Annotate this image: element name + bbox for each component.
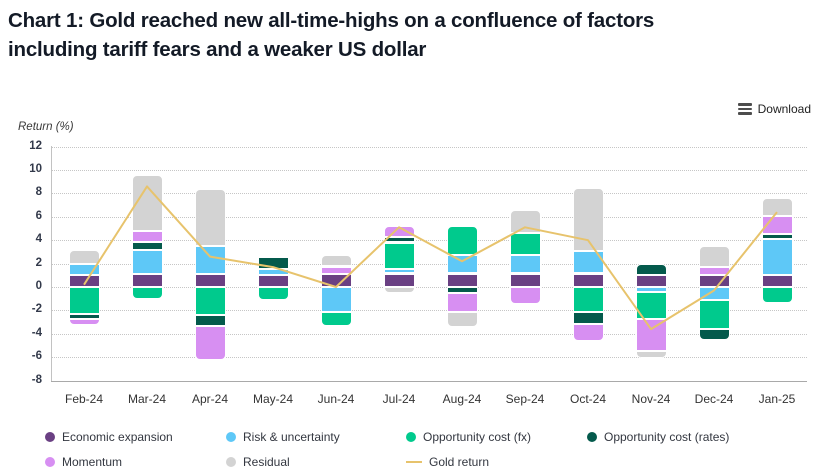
x-tick-label: Jun-24 xyxy=(317,392,355,406)
grid-line xyxy=(51,146,807,148)
legend-color-dot-icon xyxy=(226,432,236,442)
x-tick-label: Jul-24 xyxy=(382,392,416,406)
x-tick-label: Feb-24 xyxy=(64,392,104,406)
y-tick-label: 4 xyxy=(35,233,42,246)
legend-item[interactable]: Risk & uncertainty xyxy=(226,430,340,444)
legend-color-dot-icon xyxy=(587,432,597,442)
x-tick-label: Nov-24 xyxy=(631,392,671,406)
legend-color-dot-icon xyxy=(226,457,236,467)
y-axis-title: Return (%) xyxy=(18,121,74,133)
legend-label: Momentum xyxy=(62,455,123,469)
x-tick-label: Aug-24 xyxy=(442,392,482,406)
y-tick-label: 0 xyxy=(35,280,42,292)
legend-item[interactable]: Economic expansion xyxy=(45,430,173,444)
legend-item[interactable]: Residual xyxy=(226,455,290,469)
legend-color-dot-icon xyxy=(406,432,416,442)
grid-line xyxy=(51,170,807,171)
x-tick-label: May-24 xyxy=(252,392,293,406)
legend-label: Risk & uncertainty xyxy=(243,430,340,444)
y-tick-label: -4 xyxy=(31,326,42,339)
y-tick-label: 8 xyxy=(35,186,42,199)
grid-line xyxy=(51,357,807,359)
legend-item[interactable]: Gold return xyxy=(406,455,489,469)
chart-title: Chart 1: Gold reached new all-time-highs… xyxy=(8,6,820,64)
legend-label: Economic expansion xyxy=(62,430,173,444)
chart-title-line1: Chart 1: Gold reached new all-time-highs… xyxy=(8,9,655,32)
y-tick-label: -6 xyxy=(31,350,42,363)
x-axis-line xyxy=(51,381,807,382)
legend-item[interactable]: Momentum xyxy=(45,455,122,469)
y-tick-label: -8 xyxy=(31,373,42,386)
y-tick-label: 12 xyxy=(29,139,42,152)
x-tick-label: Jan-25 xyxy=(758,392,796,406)
grid-line xyxy=(51,333,807,335)
y-tick-label: 6 xyxy=(35,209,42,222)
x-tick-label: Oct-24 xyxy=(569,392,606,406)
download-label: Download xyxy=(757,102,811,116)
legend-line-marker-icon xyxy=(406,461,422,463)
legend-label: Opportunity cost (rates) xyxy=(604,430,730,444)
hamburger-menu-icon xyxy=(737,103,752,115)
y-tick-label: 10 xyxy=(29,163,42,175)
legend-color-dot-icon xyxy=(45,432,55,442)
legend-item[interactable]: Opportunity cost (fx) xyxy=(406,430,531,444)
y-tick-label: -2 xyxy=(31,303,42,316)
x-tick-label: Apr-24 xyxy=(191,392,229,406)
legend-color-dot-icon xyxy=(45,457,55,467)
chart-title-line2: including tariff fears and a weaker US d… xyxy=(8,38,427,61)
legend-label: Residual xyxy=(243,455,290,469)
bar-segment[interactable] xyxy=(635,350,667,359)
x-tick-label: Dec-24 xyxy=(694,392,734,406)
download-button[interactable]: Download xyxy=(737,102,811,116)
legend-label: Gold return xyxy=(429,455,490,469)
x-tick-label: Mar-24 xyxy=(127,392,166,406)
y-axis-line xyxy=(51,146,52,381)
legend-item[interactable]: Opportunity cost (rates) xyxy=(587,430,729,444)
y-tick-label: 2 xyxy=(35,256,42,269)
legend-label: Opportunity cost (fx) xyxy=(423,430,532,444)
x-tick-label: Sep-24 xyxy=(505,392,545,406)
